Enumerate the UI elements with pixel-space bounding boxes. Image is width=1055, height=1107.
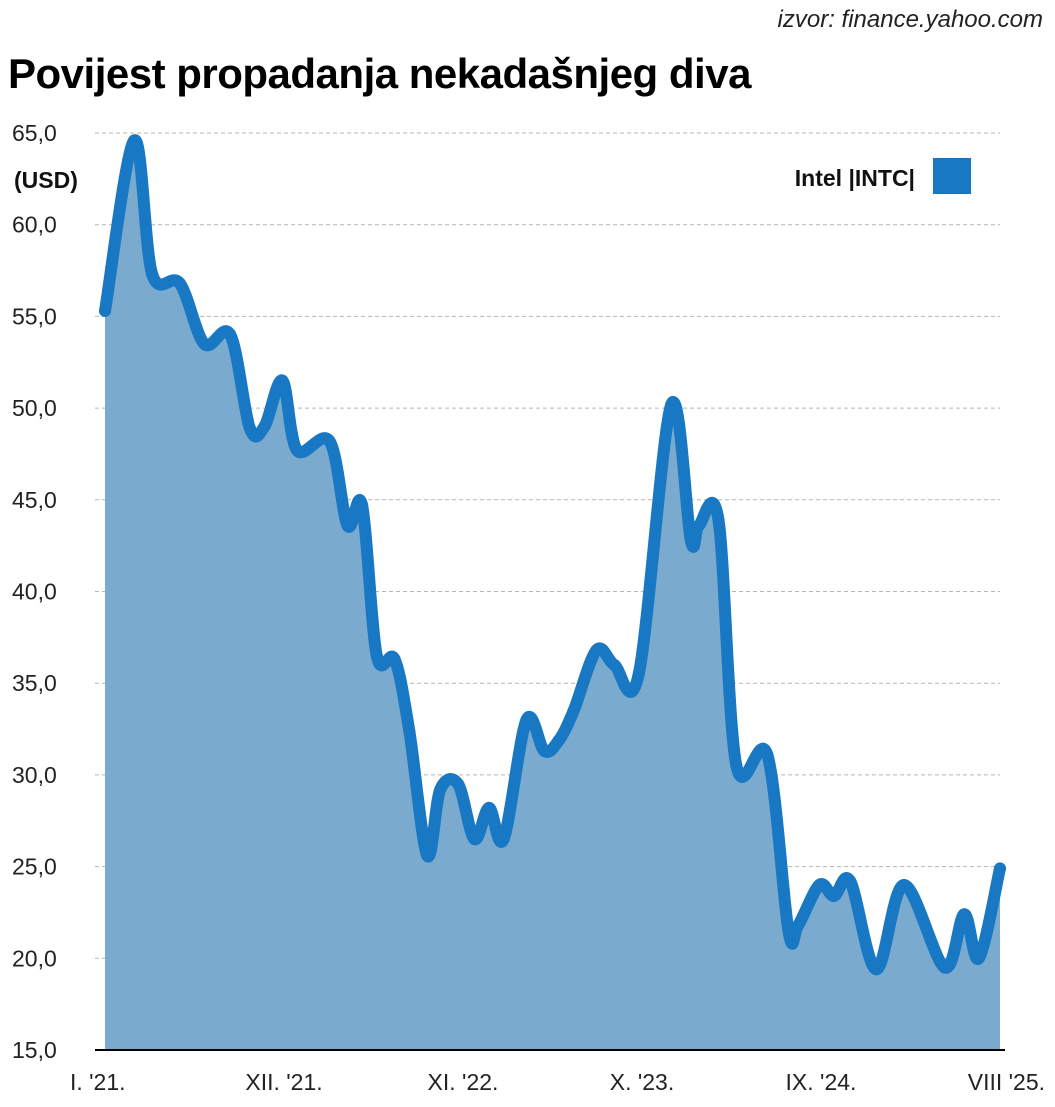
data-point (146, 268, 159, 281)
data-point (538, 745, 551, 758)
data-point (782, 924, 795, 937)
data-point (692, 519, 705, 532)
data-point (356, 499, 369, 512)
y-tick-label: 65,0 (12, 120, 57, 146)
data-point (958, 908, 971, 921)
data-point (497, 833, 510, 846)
price-area-fill (105, 140, 1000, 1051)
data-point (567, 704, 580, 717)
data-point (590, 644, 603, 657)
data-point (938, 961, 951, 974)
data-point (608, 658, 621, 671)
y-tick-label: 60,0 (12, 212, 57, 238)
data-point (994, 862, 1006, 875)
data-point (421, 849, 434, 862)
legend-label: Intel |INTC| (795, 165, 915, 191)
data-point (243, 422, 256, 435)
data-point (520, 713, 533, 726)
x-tick-label: IX. '24. (786, 1069, 857, 1095)
y-tick-label: 35,0 (12, 670, 57, 696)
data-point (128, 134, 141, 147)
y-tick-label: 30,0 (12, 762, 57, 788)
data-point (452, 778, 465, 791)
data-point (99, 304, 111, 317)
data-point (684, 534, 697, 547)
data-point (844, 875, 857, 888)
data-point (632, 668, 645, 681)
data-point (276, 374, 289, 387)
data-point (198, 337, 211, 350)
data-point (434, 783, 447, 796)
data-point (761, 748, 774, 761)
y-tick-label: 40,0 (12, 579, 57, 605)
data-point (388, 653, 401, 666)
data-point (972, 952, 985, 965)
data-point (665, 398, 678, 411)
y-tick-label: 15,0 (12, 1037, 57, 1063)
y-tick-label: 55,0 (12, 303, 57, 329)
data-point (403, 724, 416, 737)
x-tick-label: XI. '22. (428, 1069, 499, 1095)
y-tick-label: 25,0 (12, 854, 57, 880)
data-point (553, 734, 566, 747)
data-point (258, 420, 271, 433)
x-tick-label: I. '21. (70, 1069, 126, 1095)
x-tick-label: VIII '25. (968, 1069, 1045, 1095)
data-point (468, 833, 481, 846)
data-point (828, 889, 841, 902)
data-point (712, 513, 725, 526)
data-point (224, 328, 237, 341)
data-point (897, 878, 910, 891)
y-tick-label: 50,0 (12, 395, 57, 421)
y-axis-unit: (USD) (14, 167, 78, 193)
data-point (813, 878, 826, 891)
data-point (483, 801, 496, 814)
data-point (291, 444, 304, 457)
chart-title: Povijest propadanja nekadašnjeg diva (8, 50, 751, 97)
data-point (792, 919, 805, 932)
x-tick-label: XII. '21. (245, 1069, 322, 1095)
x-tick-label: X. '23. (610, 1069, 675, 1095)
data-point (323, 435, 336, 448)
data-point (730, 759, 743, 772)
y-tick-label: 45,0 (12, 487, 57, 513)
source-note: izvor: finance.yahoo.com (777, 6, 1043, 33)
data-point (370, 649, 383, 662)
y-tick-label: 20,0 (12, 945, 57, 971)
legend-swatch (933, 158, 971, 194)
data-point (173, 277, 186, 290)
data-point (341, 519, 354, 532)
data-point (870, 963, 883, 976)
